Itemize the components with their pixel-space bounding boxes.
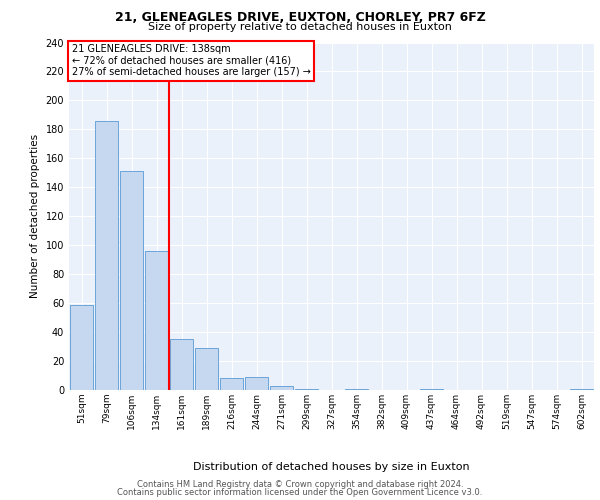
Text: Contains HM Land Registry data © Crown copyright and database right 2024.: Contains HM Land Registry data © Crown c… [137,480,463,489]
Bar [420,388,443,390]
Bar [95,120,118,390]
Text: 21, GLENEAGLES DRIVE, EUXTON, CHORLEY, PR7 6FZ: 21, GLENEAGLES DRIVE, EUXTON, CHORLEY, P… [115,11,485,24]
Bar [270,386,293,390]
Text: Contains public sector information licensed under the Open Government Licence v3: Contains public sector information licen… [118,488,482,497]
Text: 21 GLENEAGLES DRIVE: 138sqm
← 72% of detached houses are smaller (416)
27% of se: 21 GLENEAGLES DRIVE: 138sqm ← 72% of det… [71,44,311,78]
Bar [245,377,268,390]
Text: Size of property relative to detached houses in Euxton: Size of property relative to detached ho… [148,22,452,32]
Bar [295,388,318,390]
Bar [120,172,143,390]
Y-axis label: Number of detached properties: Number of detached properties [30,134,40,298]
Bar [170,340,193,390]
Bar [220,378,243,390]
Bar [570,388,593,390]
Bar [195,348,218,390]
Bar [70,304,93,390]
Bar [345,388,368,390]
Text: Distribution of detached houses by size in Euxton: Distribution of detached houses by size … [193,462,470,472]
Bar [145,251,168,390]
